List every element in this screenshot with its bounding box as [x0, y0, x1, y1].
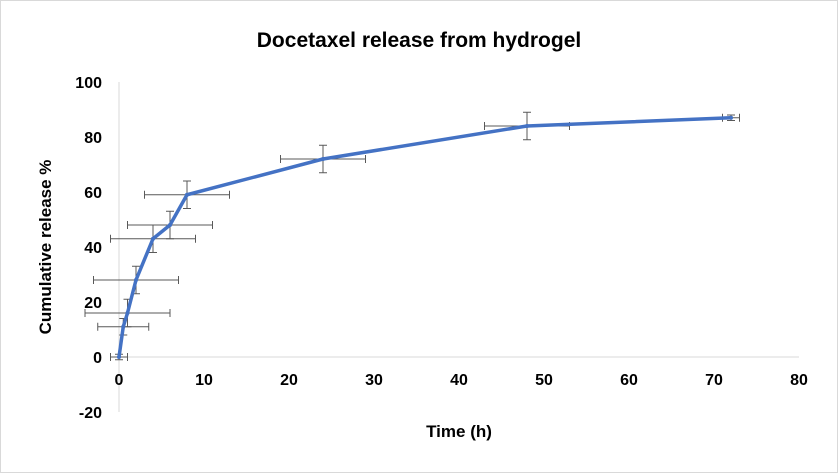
x-tick-label: 10 [195, 372, 213, 389]
data-point [151, 236, 155, 241]
x-tick-label: 40 [450, 372, 468, 389]
x-tick-label: 80 [790, 372, 808, 389]
data-point [185, 192, 189, 197]
y-axis-label: Cumulative release % [36, 160, 55, 335]
x-tick-label: 50 [535, 372, 553, 389]
data-point [125, 311, 130, 315]
y-tick-label: 20 [84, 295, 102, 312]
axes [118, 82, 799, 412]
x-tick-label: 0 [115, 372, 124, 389]
tick-labels: 0 10 20 30 40 50 60 70 80 -20 0 20 40 60 80 100 [75, 75, 808, 422]
data-series [84, 111, 740, 361]
data-point [168, 223, 172, 227]
x-tick-label: 20 [280, 372, 298, 389]
x-tick-label: 30 [365, 372, 383, 389]
y-tick-label: 100 [75, 75, 102, 92]
x-tick-label: 70 [705, 372, 723, 389]
x-tick-label: 60 [620, 372, 638, 389]
data-point [525, 124, 529, 128]
y-tick-label: 40 [84, 240, 102, 257]
y-tick-label: -20 [79, 405, 102, 422]
y-tick-label: 80 [84, 130, 102, 147]
series-line [117, 116, 733, 359]
y-tick-label: 0 [93, 350, 102, 367]
data-point [121, 324, 126, 329]
data-point [321, 157, 325, 161]
x-axis-label: Time (h) [426, 422, 492, 441]
data-point [729, 115, 733, 120]
data-point [134, 278, 138, 282]
y-tick-label: 60 [84, 185, 102, 202]
chart-title: Docetaxel release from hydrogel [257, 29, 581, 52]
data-point [117, 355, 121, 359]
